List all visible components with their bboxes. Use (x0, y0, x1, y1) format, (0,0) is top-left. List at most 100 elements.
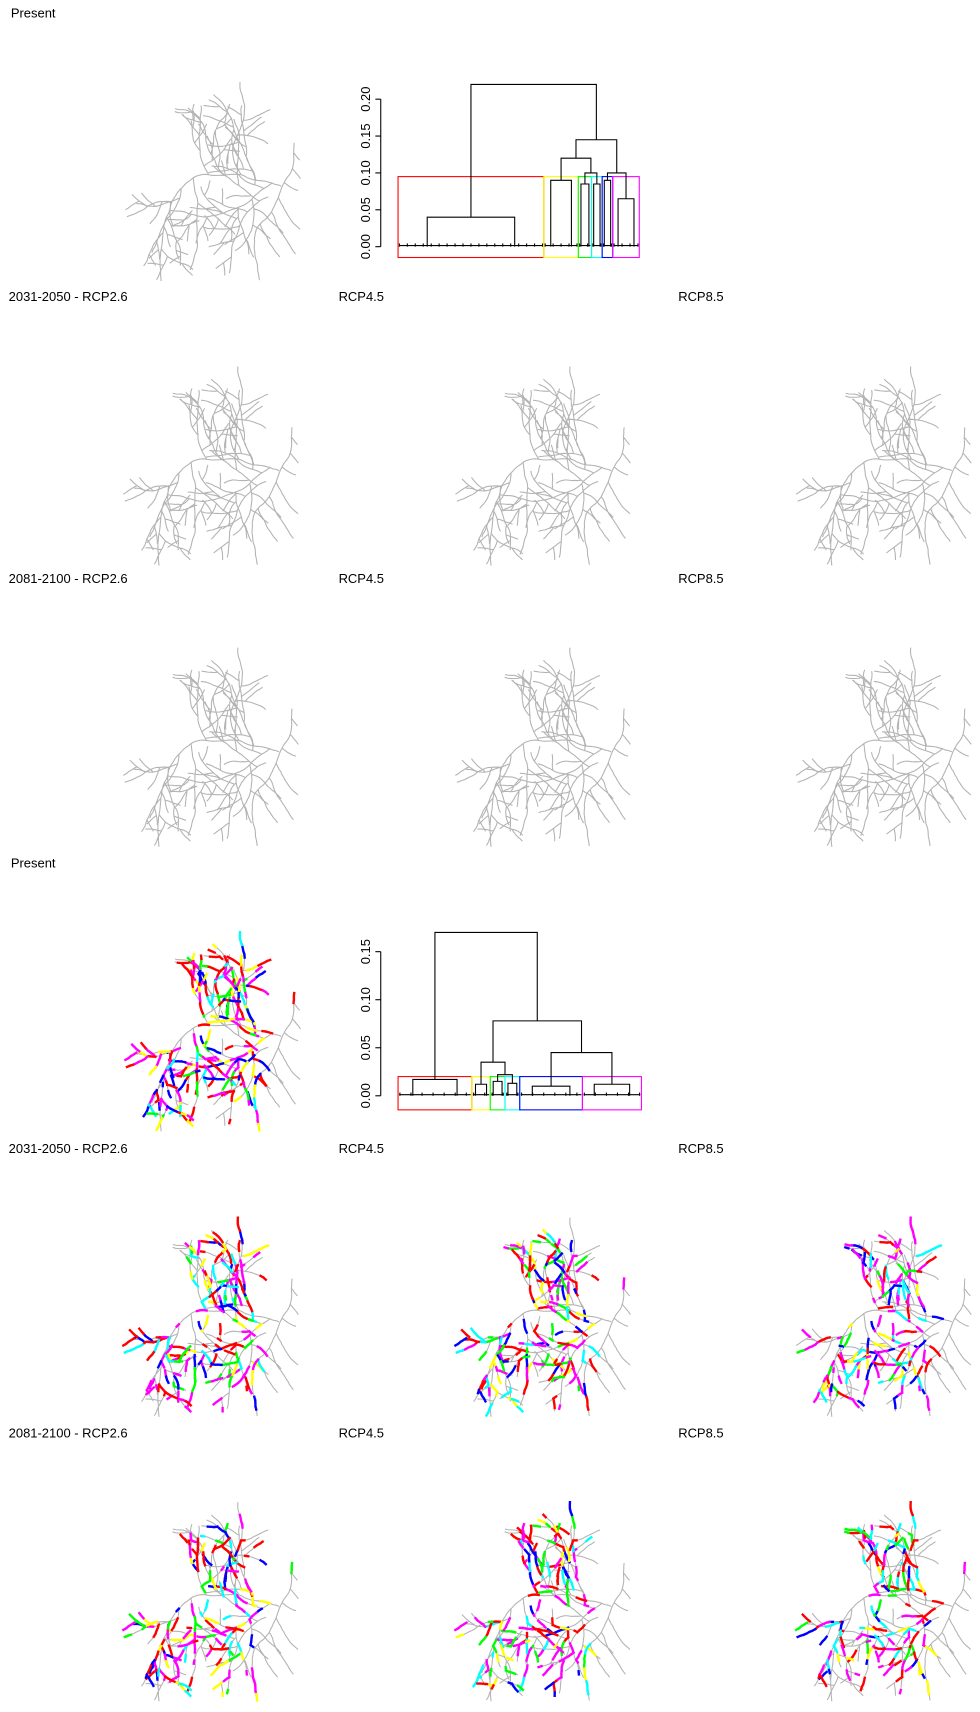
cluster-segment (254, 1681, 256, 1694)
river-map (125, 82, 300, 281)
cluster-segment (884, 1552, 885, 1565)
river-map (123, 1218, 298, 1417)
cluster-segment (131, 1345, 143, 1351)
cluster-segment (208, 1021, 221, 1022)
cluster-segment (208, 1527, 220, 1529)
cluster-segment (236, 1318, 244, 1327)
river-map (123, 366, 298, 565)
cluster-segment (553, 1648, 560, 1659)
cluster-segment (159, 1385, 165, 1395)
cluster-segment (245, 1089, 248, 1101)
cluster-segment (911, 1218, 913, 1231)
cluster-segment (570, 1644, 573, 1655)
cluster-segment (881, 1527, 893, 1529)
cluster-segment (567, 1590, 568, 1603)
cluster-segment (575, 1625, 585, 1632)
merge-branch (493, 1021, 582, 1062)
panel-title: RCP8.5 (678, 571, 723, 586)
cluster-segment (927, 1681, 929, 1694)
cluster-segment (796, 1623, 807, 1630)
cluster-segment (564, 1365, 569, 1377)
cluster-segment (918, 1263, 928, 1272)
cluster-segment (210, 1646, 221, 1649)
cluster-segment (518, 1359, 522, 1371)
y-tick-label: 0.10 (358, 987, 373, 1012)
cluster-segment (259, 960, 271, 966)
cluster-segment (258, 1347, 267, 1356)
river-map (796, 1502, 971, 1701)
cluster-branch (593, 184, 601, 247)
cluster-segment (908, 1305, 909, 1318)
panel-title: RCP4.5 (339, 1426, 384, 1441)
cluster-segment (161, 1099, 167, 1109)
cluster-segment (547, 1563, 549, 1576)
cluster-segment (240, 1515, 243, 1528)
panel-title: RCP8.5 (678, 1141, 723, 1156)
cluster-branch (506, 1083, 519, 1095)
cluster-segment (584, 1656, 585, 1669)
cluster-segment (192, 1381, 195, 1393)
cluster-segment (207, 1639, 221, 1656)
cluster-segment (238, 1218, 240, 1231)
river-network (123, 648, 298, 847)
cluster-segment (203, 1552, 205, 1565)
cluster-segment (590, 1360, 596, 1371)
panel-title: Present (11, 5, 56, 20)
cluster-segment (926, 1647, 936, 1655)
cluster-segment (875, 1583, 880, 1593)
cluster-branch (579, 184, 590, 247)
cluster-segment (178, 962, 191, 963)
river-network (455, 648, 630, 847)
cluster-segment (524, 1320, 527, 1333)
cluster-segment (584, 1384, 586, 1397)
cluster-segment (896, 1312, 906, 1320)
cluster-branch (399, 217, 543, 247)
panel-title: 2081-2100 - RCP2.6 (9, 1426, 128, 1441)
cluster-segment (224, 1612, 249, 1619)
cluster-segment (184, 1072, 196, 1076)
cluster-segment (241, 1062, 248, 1073)
page: {"panel_titles": ["Present", "2031-2050 … (0, 0, 980, 1707)
cluster-segment (252, 1371, 253, 1384)
cluster-segment (884, 1268, 885, 1281)
cluster-segment (903, 1331, 916, 1332)
cluster-segment (804, 1629, 816, 1635)
merge-branch (576, 140, 617, 173)
cluster-segment (192, 1605, 195, 1618)
river-map (796, 1218, 971, 1417)
cluster-segment (524, 1666, 527, 1678)
cluster-segment (195, 1368, 196, 1381)
cluster-segment (845, 1370, 848, 1382)
cluster-segment (572, 1515, 575, 1528)
y-tick-label: 0.00 (358, 1083, 373, 1108)
cluster-segment (514, 1642, 526, 1646)
cluster-box (398, 1077, 472, 1110)
cluster-segment (909, 1577, 914, 1589)
cluster-segment (879, 1307, 892, 1308)
cluster-branch (603, 180, 611, 246)
cluster-segment (534, 1326, 538, 1337)
cluster-segment (865, 1381, 868, 1393)
merge-branch (471, 84, 596, 217)
cluster-segment (929, 1246, 941, 1252)
cluster-segment (133, 1059, 145, 1065)
cluster-segment (583, 1351, 586, 1363)
cluster-branch (399, 1079, 471, 1095)
cluster-segment (864, 1253, 866, 1265)
river-map (455, 1218, 630, 1417)
cluster-segment (194, 1355, 195, 1368)
cluster-segment (232, 1365, 237, 1377)
river-network (123, 366, 298, 565)
cluster-segment (903, 1616, 916, 1617)
cluster-segment (256, 1111, 258, 1124)
panel-title: 2031-2050 - RCP2.6 (9, 289, 128, 304)
river-map (455, 366, 630, 565)
cluster-segment (567, 1305, 568, 1318)
cluster-segment (923, 1635, 926, 1647)
cluster-segment (576, 1651, 581, 1662)
cluster-segment (556, 1596, 566, 1604)
merge-branch (585, 173, 597, 184)
cluster-segment (491, 1385, 497, 1395)
cluster-segment (849, 1398, 858, 1407)
cluster-segment (911, 1632, 918, 1643)
